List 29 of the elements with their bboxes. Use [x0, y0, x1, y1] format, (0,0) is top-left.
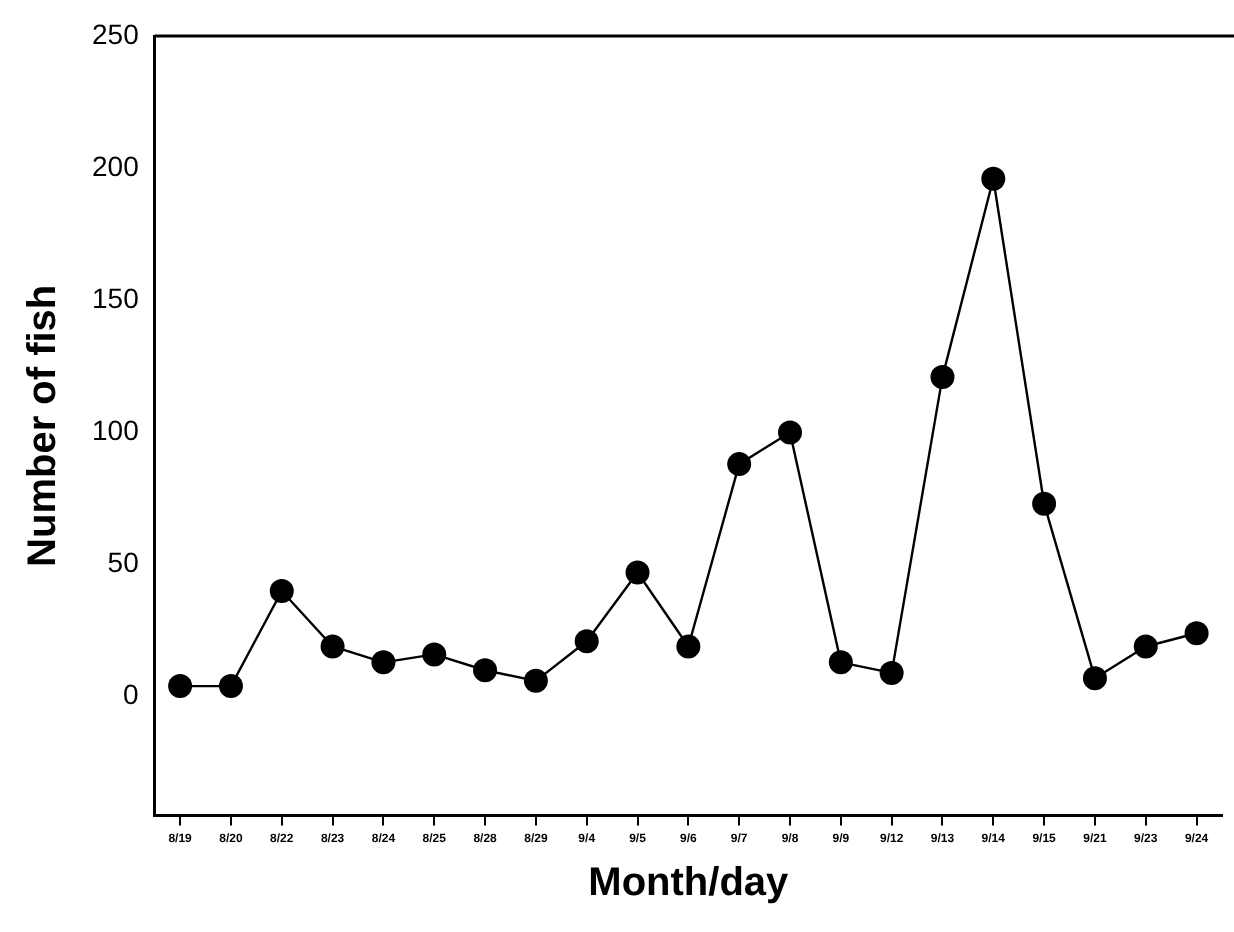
y-tick-label: 250: [92, 17, 140, 50]
x-axis-title: Month/day: [588, 861, 791, 906]
point: [320, 634, 345, 659]
point: [269, 578, 294, 603]
point: [930, 364, 955, 389]
point: [574, 629, 599, 654]
point: [778, 420, 802, 445]
point: [828, 650, 853, 675]
point: [1082, 666, 1107, 691]
point: [625, 560, 650, 585]
y-tick-label: 50: [107, 546, 140, 579]
point: [168, 674, 193, 699]
point: [879, 660, 904, 685]
point: [371, 650, 396, 675]
point: [1184, 621, 1209, 646]
point: [1133, 634, 1158, 659]
point: [218, 674, 243, 699]
y-tick-label: 100: [92, 414, 140, 447]
y-tick-label: 150: [92, 281, 140, 314]
point: [523, 668, 548, 693]
y-tick-label: 200: [92, 149, 140, 182]
point: [1032, 491, 1057, 516]
point: [676, 634, 701, 659]
point: [981, 166, 1006, 191]
y-axis-title: Number of fish: [21, 284, 66, 567]
point: [727, 452, 752, 477]
point: [422, 642, 447, 667]
y-tick-label: 0: [123, 678, 140, 711]
point: [473, 658, 498, 683]
